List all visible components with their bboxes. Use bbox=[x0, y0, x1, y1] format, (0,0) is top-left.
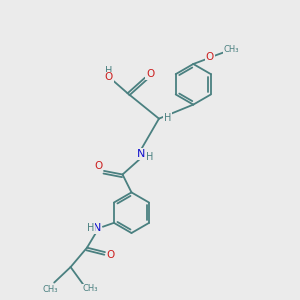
Text: H: H bbox=[146, 152, 153, 162]
Text: H: H bbox=[105, 67, 112, 76]
Text: N: N bbox=[93, 223, 101, 233]
Text: O: O bbox=[206, 52, 214, 62]
Text: CH₃: CH₃ bbox=[43, 285, 58, 294]
Text: O: O bbox=[107, 250, 115, 260]
Text: O: O bbox=[146, 69, 154, 79]
Text: CH₃: CH₃ bbox=[83, 284, 98, 293]
Text: H: H bbox=[87, 223, 94, 233]
Text: H: H bbox=[164, 113, 171, 123]
Text: CH₃: CH₃ bbox=[224, 46, 239, 55]
Text: N: N bbox=[137, 149, 145, 159]
Text: O: O bbox=[94, 161, 102, 171]
Text: O: O bbox=[105, 72, 113, 82]
